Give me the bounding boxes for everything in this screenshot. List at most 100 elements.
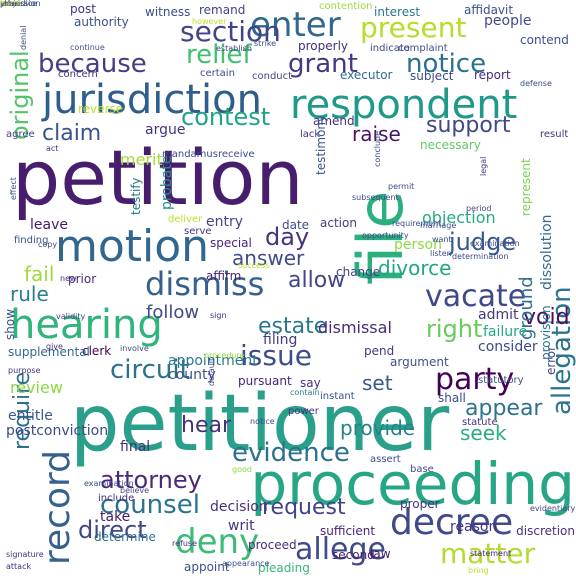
word-85: special (210, 236, 252, 250)
word-58: authority (74, 15, 129, 29)
word-10: decree (390, 502, 514, 543)
word-183: strike (254, 39, 277, 48)
word-138: instant (320, 391, 355, 402)
word-123: deliver (168, 214, 203, 225)
word-75: merit (120, 150, 163, 169)
word-106: take (100, 509, 131, 525)
word-142: signature (6, 550, 44, 559)
word-162: conclude (373, 130, 382, 167)
word-9: record (37, 450, 78, 565)
word-121: prior (68, 272, 97, 286)
word-62: affidavit (464, 3, 514, 17)
word-120: show (3, 308, 17, 340)
word-172: new (60, 274, 77, 283)
word-152: give (46, 342, 63, 351)
word-31: contest (181, 103, 271, 131)
word-42: appear (465, 396, 543, 421)
word-67: subject (410, 69, 454, 83)
word-108: appoint (184, 560, 230, 574)
word-93: argument (390, 355, 449, 369)
word-90: failure (483, 324, 528, 340)
word-48: original (6, 50, 34, 140)
word-166: continue (70, 43, 105, 52)
word-23: attorney (100, 466, 202, 494)
word-76: probate (159, 155, 175, 210)
word-77: testify (129, 177, 143, 216)
word-179: believe (120, 486, 150, 495)
word-170: defense (520, 79, 552, 88)
word-185: admission (0, 0, 41, 8)
word-180: examination (84, 479, 134, 488)
word-79: dissolution (539, 214, 555, 290)
word-107: determine (94, 530, 156, 544)
word-117: clerk (82, 344, 112, 358)
word-104: decision (210, 499, 268, 515)
word-86: change (336, 265, 381, 279)
word-188: rel (0, 0, 11, 8)
word-169: act (46, 144, 59, 153)
word-72: amend (313, 114, 355, 128)
word-53: set (362, 371, 393, 395)
word-158: permit (388, 182, 415, 191)
word-110: second (332, 548, 375, 562)
word-175: listen (430, 249, 452, 258)
word-153: involve (120, 344, 149, 353)
word-15: allege (295, 532, 387, 567)
word-82: date (282, 218, 310, 232)
word-38: allow (288, 268, 346, 293)
word-7: motion (55, 221, 210, 272)
word-119: affirm (206, 269, 242, 283)
word-11: enter (250, 5, 341, 45)
word-51: raise (352, 122, 401, 146)
word-97: say (300, 376, 321, 390)
word-96: county (168, 367, 216, 383)
word-161: requirement (392, 219, 442, 228)
word-89: admit (478, 307, 519, 323)
word-30: relief (186, 40, 252, 70)
word-157: effect (9, 177, 18, 200)
word-116: pleading (258, 561, 310, 575)
word-5: jurisdiction (42, 77, 262, 123)
word-35: divorce (378, 256, 452, 280)
word-146: bring (468, 566, 489, 575)
word-99: shall (438, 391, 466, 405)
word-66: executor (340, 68, 393, 82)
word-165: denial (19, 25, 28, 50)
word-148: good (232, 465, 252, 474)
word-113: proper (400, 497, 440, 511)
word-65: properly (298, 39, 348, 53)
word-60: remand (199, 3, 246, 17)
word-100: review (10, 378, 63, 397)
word-122: finding (14, 235, 49, 246)
word-94: provision (539, 305, 553, 360)
word-149: procedure (204, 351, 245, 360)
word-83: action (320, 216, 357, 230)
word-84: person (394, 237, 442, 253)
word-73: necessary (420, 138, 481, 152)
word-54: follow (146, 302, 200, 323)
word-134: statutory (478, 375, 524, 386)
word-184: year (0, 0, 18, 8)
word-16: matter (440, 537, 536, 570)
word-101: entitle (8, 408, 53, 424)
word-22: counsel (100, 490, 200, 520)
word-29: notice (406, 49, 487, 79)
word-131: include (98, 493, 135, 504)
word-181: evidentiary (530, 504, 576, 513)
word-111: law (370, 547, 391, 561)
word-126: receive (218, 149, 255, 160)
word-25: estate (258, 314, 328, 339)
word-112: sufficient (320, 524, 376, 538)
word-155: sign (210, 311, 227, 320)
word-32: support (426, 113, 511, 138)
word-159: legal (479, 156, 488, 176)
word-130: conduct (252, 71, 293, 82)
word-59: witness (145, 5, 191, 19)
word-143: attack (6, 562, 32, 571)
word-176: want (432, 235, 452, 244)
word-129: certain (200, 68, 235, 79)
word-34: judge (449, 228, 517, 256)
word-61: interest (374, 5, 421, 19)
word-17: dismiss (145, 265, 265, 303)
